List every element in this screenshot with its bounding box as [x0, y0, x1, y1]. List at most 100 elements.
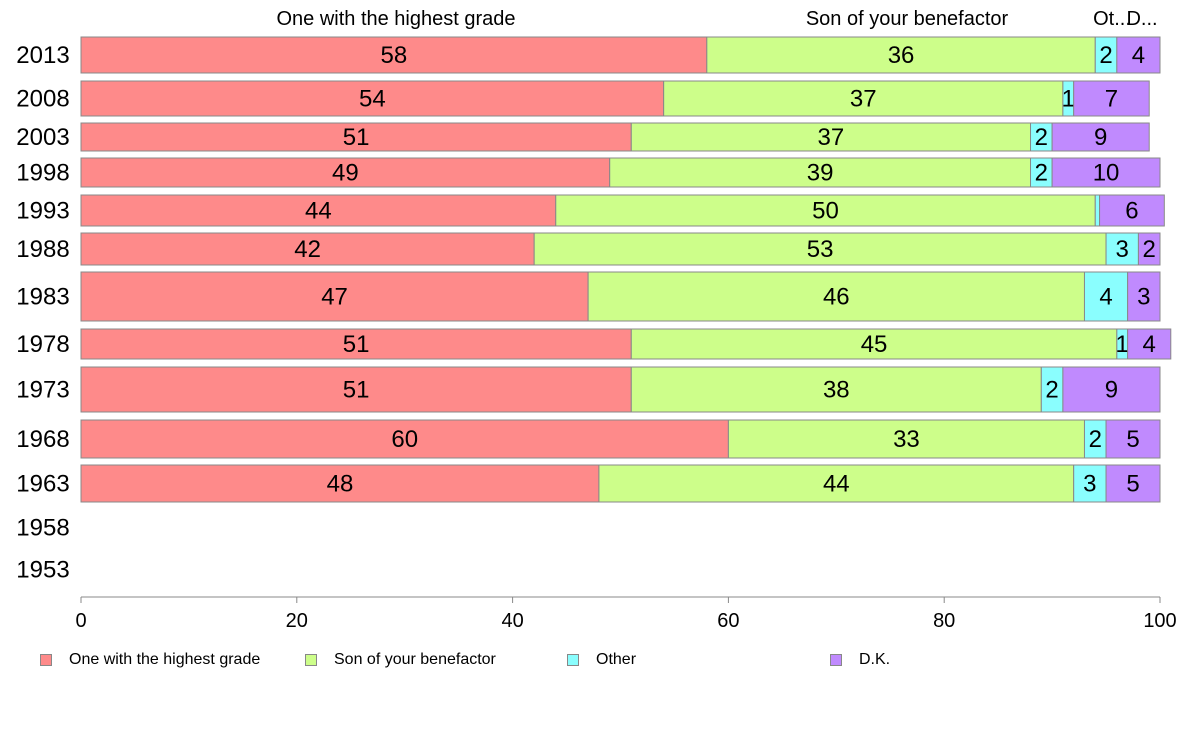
- year-label: 1978: [16, 331, 69, 358]
- bar-segment: [630, 328, 1118, 360]
- bar-segment: [598, 464, 1075, 503]
- bar-value-label: 2: [1143, 236, 1156, 263]
- bar-value-label: 5: [1126, 471, 1139, 498]
- bar-value-label: 58: [381, 42, 408, 69]
- x-tick-label: 60: [717, 610, 739, 632]
- bar-value-label: 37: [818, 124, 845, 151]
- bar-segment: [80, 464, 600, 503]
- bar-value-label: 4: [1099, 284, 1112, 311]
- year-label: 1958: [16, 515, 69, 542]
- bar-value-label: 1: [1116, 331, 1129, 358]
- bar-segment: [1105, 232, 1139, 266]
- bar-segment: [1051, 122, 1150, 152]
- year-label: 2013: [16, 42, 69, 69]
- legend-label: One with the highest grade: [69, 651, 261, 668]
- x-tick-label: 80: [933, 610, 955, 632]
- year-label: 2003: [16, 124, 69, 151]
- legend-swatch: [567, 654, 579, 666]
- bar-value-label: 33: [893, 426, 920, 453]
- legend-swatch: [305, 654, 317, 666]
- legend-item: D.K.: [830, 650, 890, 670]
- bar-value-label: 44: [305, 198, 332, 225]
- legend-swatch: [40, 654, 52, 666]
- legend-label: D.K.: [859, 651, 891, 668]
- year-label: 1983: [16, 284, 69, 311]
- bar-segment: [1073, 464, 1107, 503]
- bar-segment: [1105, 464, 1161, 503]
- bar-segment: [727, 419, 1085, 459]
- bar-value-label: 60: [391, 426, 418, 453]
- column-header: One with the highest grade: [276, 8, 515, 30]
- bar-value-label: 2: [1035, 124, 1048, 151]
- column-header: Son of your benefactor: [806, 8, 1009, 30]
- bar-segment: [630, 122, 1032, 152]
- bar-segment: [80, 232, 535, 266]
- bar-segment: [1116, 36, 1161, 74]
- year-label: 1963: [16, 471, 69, 498]
- bar-segment: [1051, 157, 1161, 188]
- bar-segment: [80, 194, 557, 227]
- x-tick-label: 100: [1143, 610, 1176, 632]
- year-label: 1998: [16, 160, 69, 187]
- legend-item: One with the highest grade: [40, 650, 260, 670]
- x-tick-label: 20: [286, 610, 308, 632]
- bar-value-label: 42: [294, 236, 321, 263]
- bar-segment: [1127, 271, 1161, 322]
- bar-segment: [80, 366, 632, 413]
- bar-segment: [663, 80, 1064, 117]
- bar-value-label: 49: [332, 160, 359, 187]
- year-label: 1968: [16, 426, 69, 453]
- bar-segment: [80, 122, 632, 152]
- bar-value-label: 45: [861, 331, 888, 358]
- bar-segment: [587, 271, 1085, 322]
- year-label: 1973: [16, 377, 69, 404]
- bar-segment: [80, 328, 632, 360]
- bar-segment: [609, 157, 1032, 188]
- legend-item: Son of your benefactor: [305, 650, 496, 670]
- bar-segment: [1094, 194, 1101, 227]
- bar-value-label: 53: [807, 236, 834, 263]
- column-header: Ot...: [1093, 8, 1131, 30]
- bar-value-label: 37: [850, 86, 877, 113]
- column-header: D...: [1126, 8, 1157, 30]
- bar-value-label: 3: [1083, 471, 1096, 498]
- year-label: 2008: [16, 86, 69, 113]
- bar-value-label: 36: [888, 42, 915, 69]
- bar-segment: [1062, 366, 1161, 413]
- bar-segment: [1105, 419, 1161, 459]
- bar-value-label: 39: [807, 160, 834, 187]
- bar-value-label: 2: [1035, 160, 1048, 187]
- bar-value-label: 1: [1062, 86, 1075, 113]
- legend: One with the highest grade Son of your be…: [40, 650, 1140, 670]
- bar-segment: [80, 271, 589, 322]
- legend-label: Son of your benefactor: [334, 651, 496, 668]
- bar-segment: [1127, 328, 1172, 360]
- bar-value-label: 44: [823, 471, 850, 498]
- bar-segment: [1083, 271, 1129, 322]
- bar-segment: [706, 36, 1096, 74]
- bar-value-label: 9: [1094, 124, 1107, 151]
- year-label: 1953: [16, 557, 69, 584]
- bar-value-label: 51: [343, 124, 370, 151]
- bar-value-label: 48: [327, 471, 354, 498]
- bar-value-label: 2: [1099, 42, 1112, 69]
- legend-swatch: [830, 654, 842, 666]
- bar-value-label: 54: [359, 86, 386, 113]
- x-tick-label: 40: [501, 610, 523, 632]
- bar-value-label: 6: [1125, 198, 1138, 225]
- bar-value-label: 7: [1105, 86, 1118, 113]
- bar-segment: [1099, 194, 1165, 227]
- bar-value-label: 5: [1126, 426, 1139, 453]
- x-tick-label: 0: [75, 610, 86, 632]
- bar-segment: [555, 194, 1096, 227]
- bar-segment: [80, 36, 708, 74]
- bar-value-label: 51: [343, 377, 370, 404]
- bar-value-label: 46: [823, 284, 850, 311]
- bar-value-label: 50: [812, 198, 839, 225]
- bar-value-label: 3: [1116, 236, 1129, 263]
- bar-segment: [1073, 80, 1150, 117]
- bar-value-label: 10: [1093, 160, 1120, 187]
- bar-segment: [80, 157, 611, 188]
- year-label: 1988: [16, 236, 69, 263]
